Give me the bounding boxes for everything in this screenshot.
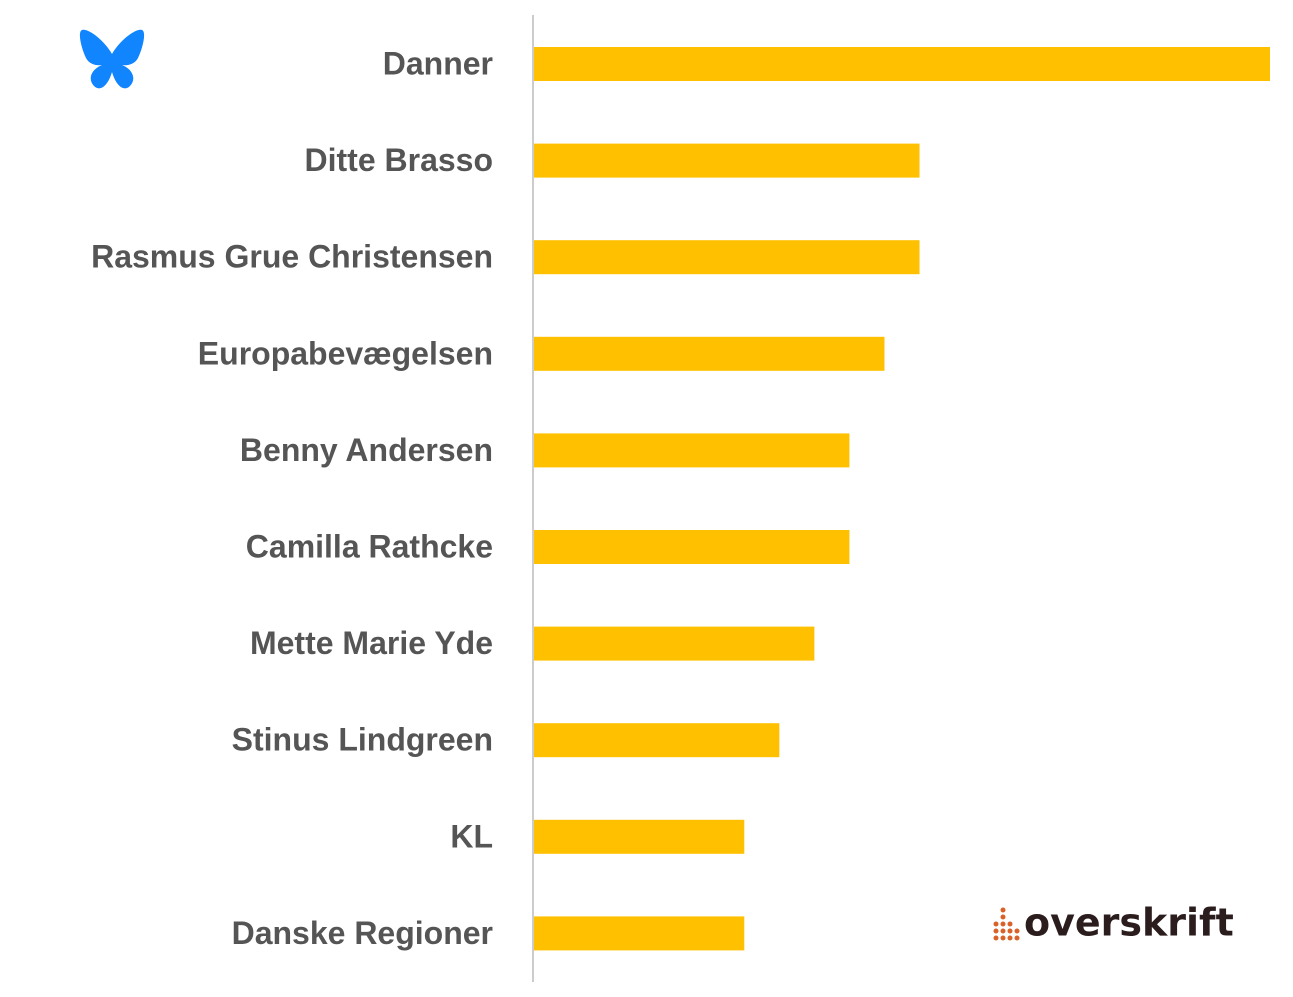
category-label: Mette Marie Yde: [250, 625, 493, 661]
bar: [534, 723, 780, 758]
bar: [534, 336, 885, 371]
category-label: Danner: [383, 45, 493, 81]
bar: [534, 626, 815, 661]
category-label: Rasmus Grue Christensen: [91, 239, 493, 275]
category-label: Danske Regioner: [232, 915, 493, 951]
category-label: Ditte Brasso: [305, 142, 494, 178]
bar: [534, 240, 920, 275]
logo-text: overskrift: [1024, 901, 1234, 945]
bar: [534, 916, 745, 951]
bar: [534, 143, 920, 178]
bar: [534, 819, 745, 854]
bar: [534, 530, 850, 564]
bar: [534, 47, 1270, 81]
category-label: Stinus Lindgreen: [232, 722, 493, 758]
category-label: Europabevægelsen: [198, 335, 493, 371]
category-label: KL: [450, 818, 493, 854]
category-label: Benny Andersen: [240, 432, 493, 468]
overskrift-logo-mark: [993, 907, 1020, 941]
category-label: Camilla Rathcke: [246, 528, 493, 564]
bluesky-logo: [79, 29, 145, 89]
bar: [534, 433, 850, 468]
